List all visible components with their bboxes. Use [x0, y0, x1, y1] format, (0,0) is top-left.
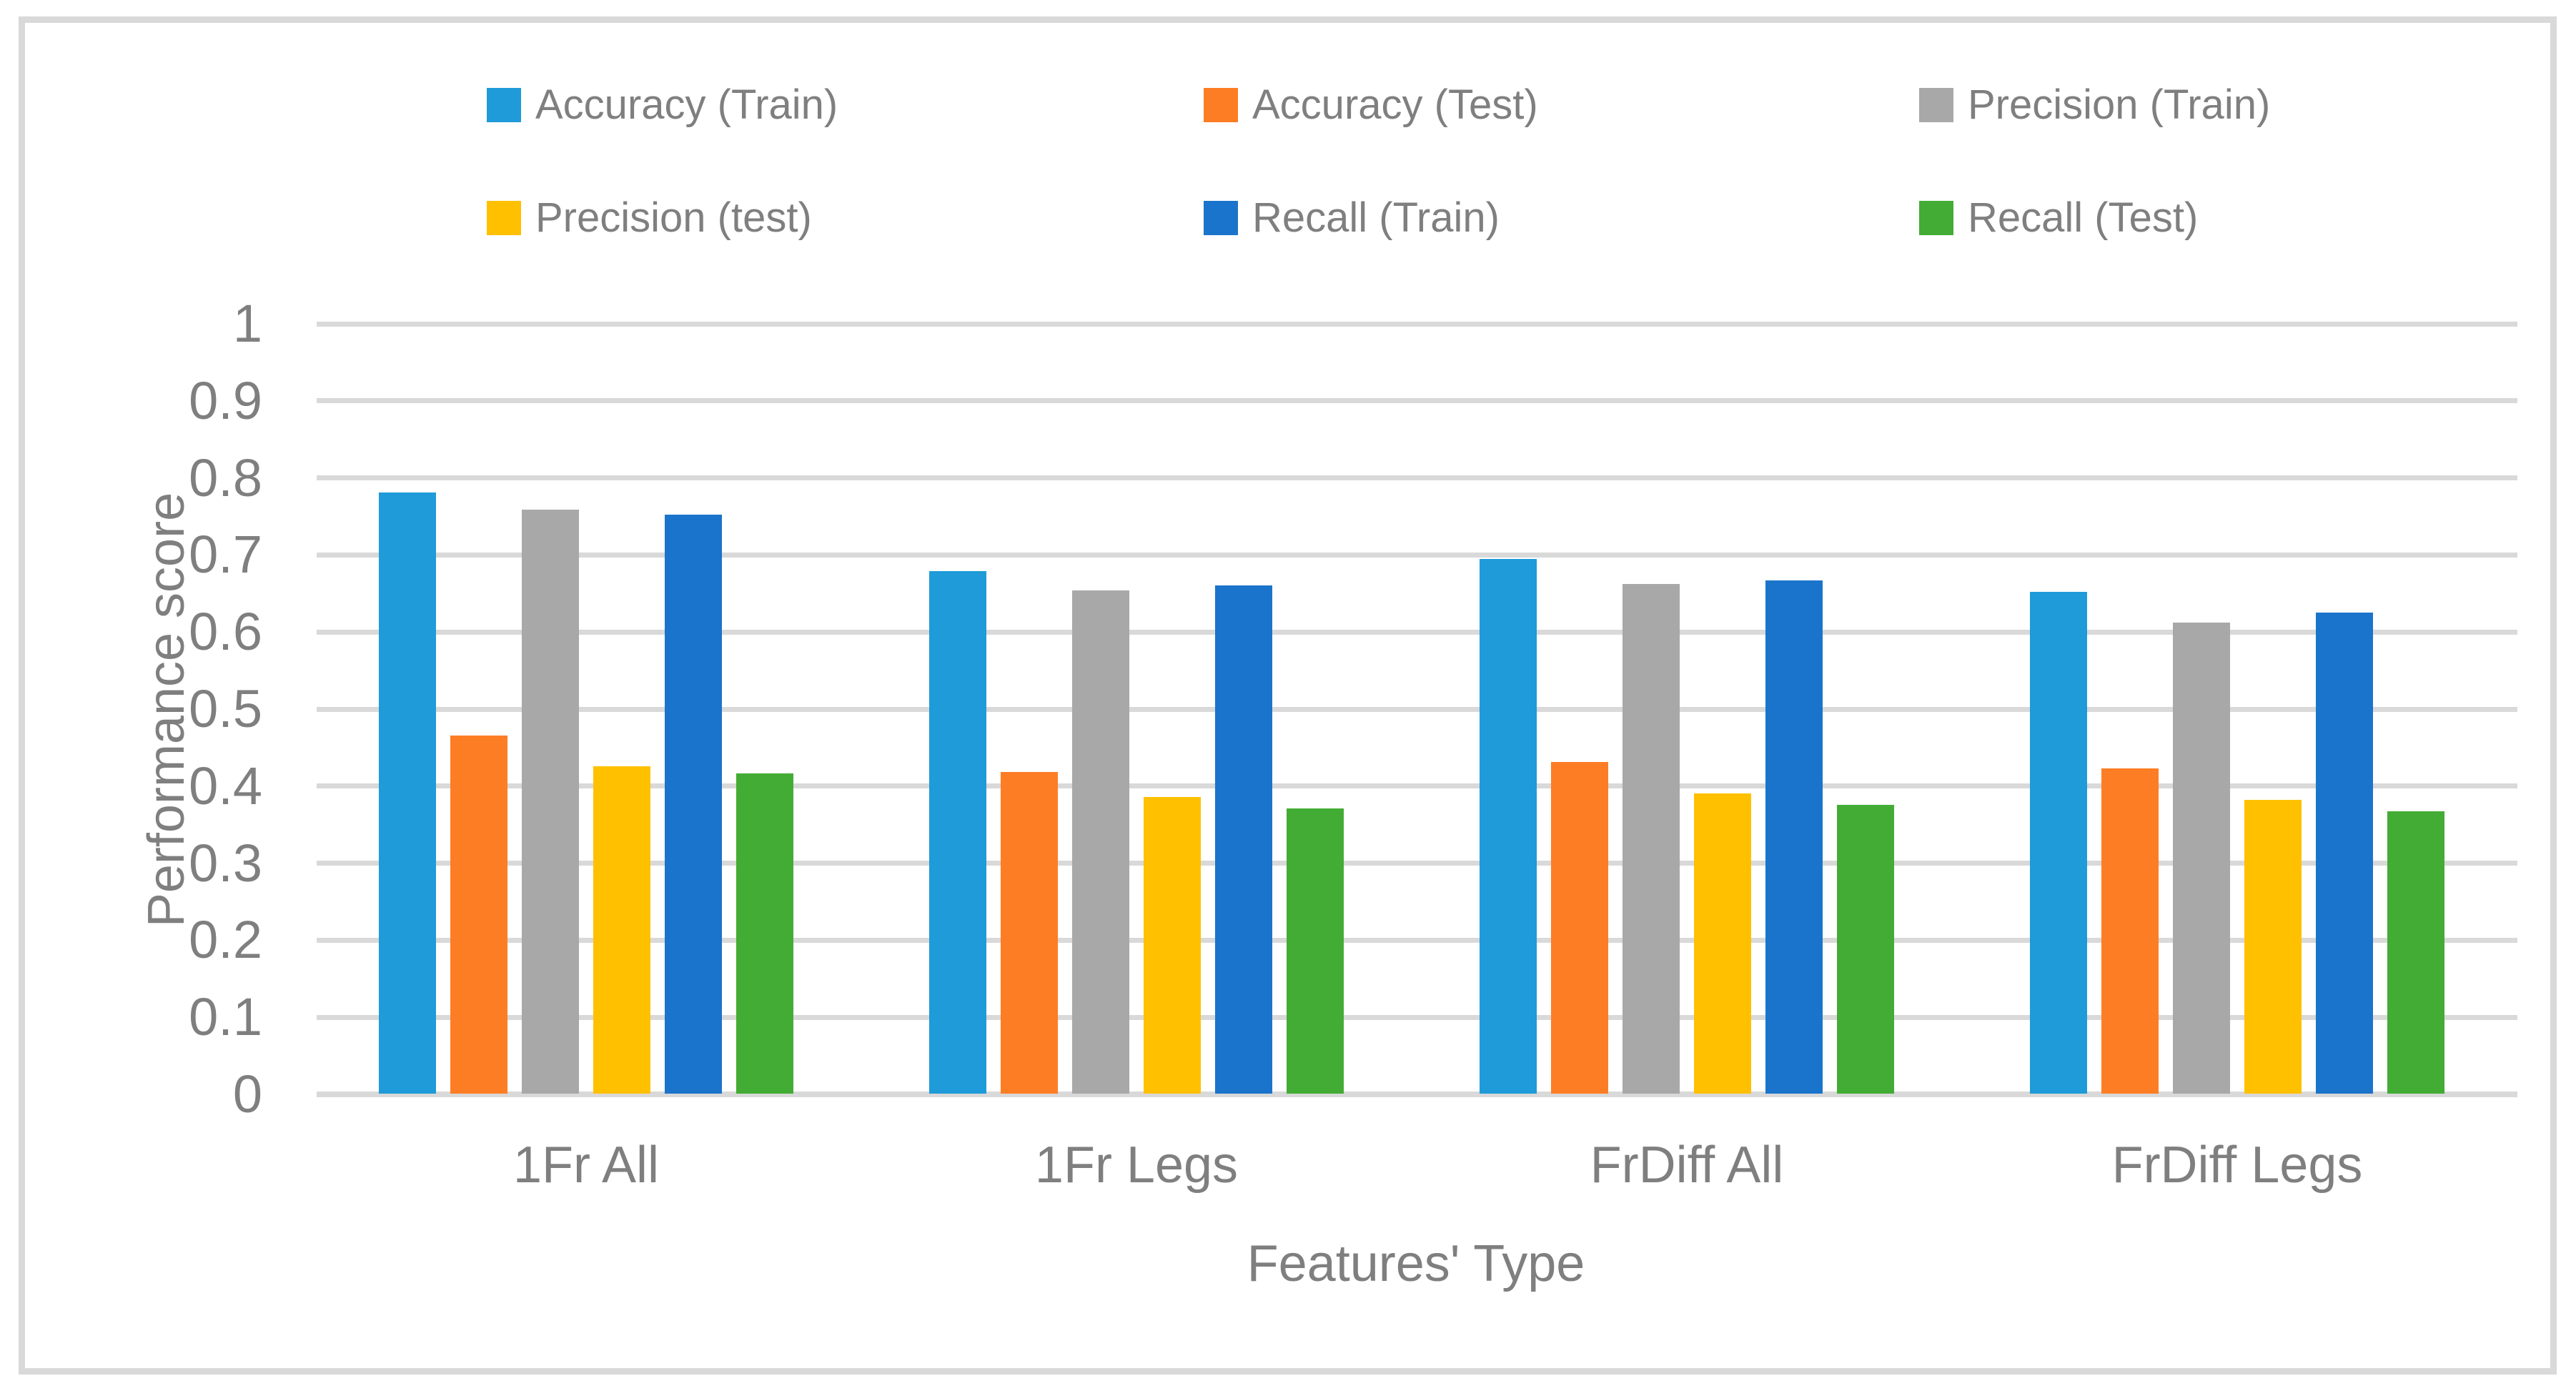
- legend-swatch: [1919, 88, 1953, 122]
- legend-swatch: [1919, 201, 1953, 235]
- bar-recall-test: [1837, 805, 1894, 1094]
- bar-precision-train: [1623, 584, 1680, 1094]
- bar-precision-test: [2244, 800, 2302, 1094]
- y-tick-label: 0.5: [189, 679, 262, 738]
- y-tick-label: 0.3: [189, 833, 262, 893]
- gridline: [317, 398, 2517, 403]
- gridline: [317, 475, 2517, 480]
- legend-label: Precision (Train): [1968, 81, 2271, 128]
- legend-item: Recall (Train): [1204, 197, 1500, 239]
- bar-recall-train: [1215, 585, 1272, 1094]
- bar-precision-test: [1144, 797, 1201, 1094]
- bar-recall-test: [2387, 811, 2444, 1094]
- legend-item: Accuracy (Test): [1204, 84, 1538, 126]
- legend-item: Precision (Train): [1919, 84, 2270, 126]
- y-tick-label: 0.7: [189, 525, 262, 584]
- y-tick-label: 0.6: [189, 602, 262, 661]
- x-axis-title: Features' Type: [1247, 1235, 1585, 1292]
- x-axis-baseline: [317, 1091, 2517, 1097]
- legend-swatch: [487, 201, 521, 235]
- bar-recall-train: [1765, 580, 1823, 1094]
- bar-precision-train: [2173, 623, 2230, 1094]
- bar-accuracy-train: [379, 492, 436, 1094]
- x-category-label: FrDiff All: [1590, 1137, 1784, 1194]
- legend-swatch: [1204, 201, 1238, 235]
- chart-frame: [19, 16, 2557, 1375]
- y-tick-label: 1: [232, 294, 262, 353]
- gridline: [317, 1015, 2517, 1020]
- bar-accuracy-test: [1001, 772, 1058, 1094]
- y-axis-title: Performance score: [138, 492, 195, 928]
- gridline: [317, 322, 2517, 327]
- y-tick-label: 0.8: [189, 448, 262, 508]
- bar-accuracy-train: [929, 571, 986, 1094]
- y-tick-label: 0.4: [189, 756, 262, 816]
- bar-accuracy-test: [2101, 768, 2159, 1094]
- bar-accuracy-train: [2030, 592, 2087, 1094]
- legend-label: Recall (Train): [1252, 194, 1500, 241]
- legend-label: Accuracy (Test): [1252, 81, 1538, 128]
- bar-accuracy-test: [1551, 762, 1608, 1094]
- y-tick-label: 0.2: [189, 910, 262, 969]
- legend-item: Precision (test): [487, 197, 812, 239]
- bar-recall-train: [665, 515, 722, 1094]
- bar-recall-test: [1287, 808, 1344, 1094]
- bar-accuracy-test: [450, 736, 507, 1094]
- bar-recall-test: [736, 773, 793, 1094]
- legend-item: Accuracy (Train): [487, 84, 838, 126]
- gridline: [317, 630, 2517, 635]
- bar-precision-test: [1694, 793, 1751, 1094]
- gridline: [317, 707, 2517, 712]
- bar-precision-test: [593, 766, 650, 1094]
- gridline: [317, 861, 2517, 866]
- y-tick-label: 0.9: [189, 371, 262, 430]
- legend-swatch: [487, 88, 521, 122]
- gridline: [317, 783, 2517, 788]
- gridline: [317, 553, 2517, 558]
- legend-label: Precision (test): [535, 194, 812, 241]
- gridline: [317, 938, 2517, 943]
- y-tick-label: 0: [232, 1064, 262, 1124]
- x-category-label: FrDiff Legs: [2111, 1137, 2363, 1194]
- y-tick-label: 0.1: [189, 987, 262, 1046]
- bar-precision-train: [1072, 590, 1129, 1094]
- x-category-label: 1Fr All: [512, 1137, 660, 1194]
- bar-precision-train: [522, 510, 579, 1094]
- bar-recall-train: [2316, 613, 2373, 1094]
- legend-item: Recall (Test): [1919, 197, 2198, 239]
- legend-swatch: [1204, 88, 1238, 122]
- legend-label: Accuracy (Train): [535, 81, 838, 128]
- legend-label: Recall (Test): [1968, 194, 2199, 241]
- bar-accuracy-train: [1480, 559, 1537, 1094]
- x-category-label: 1Fr Legs: [1034, 1137, 1239, 1194]
